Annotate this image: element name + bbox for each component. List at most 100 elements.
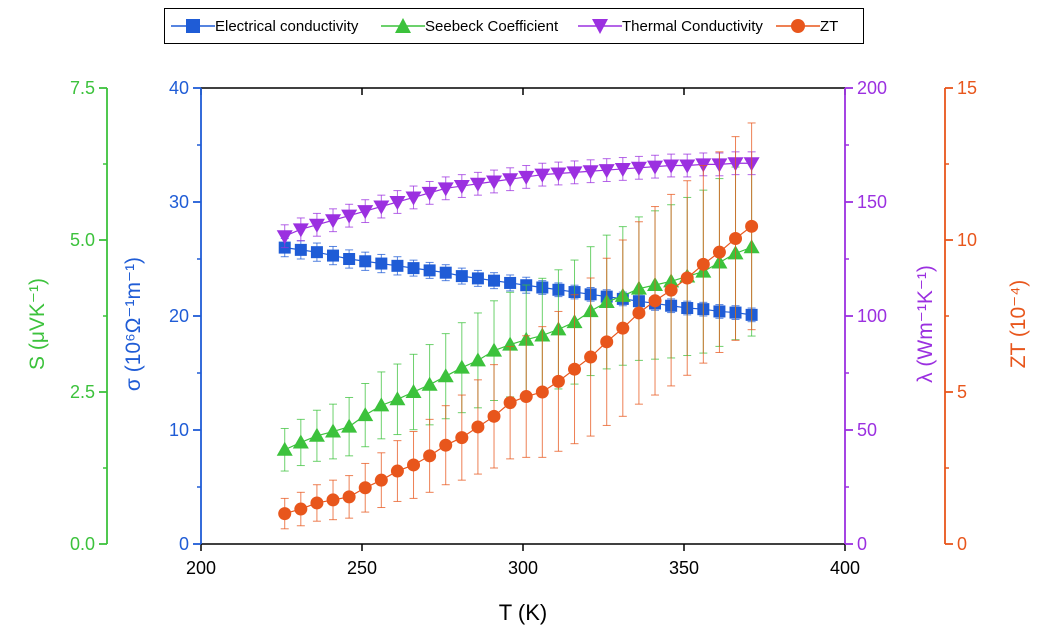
data-point-triangle-down [437, 182, 454, 197]
data-point-triangle-down [276, 230, 293, 245]
data-point-triangle-up [357, 407, 374, 422]
data-point-triangle-down [630, 161, 647, 176]
data-point-triangle-up [486, 342, 503, 357]
data-point-triangle-down [453, 180, 470, 195]
data-point-triangle-up [405, 384, 422, 398]
data-point-circle [455, 431, 469, 445]
data-point-circle [374, 473, 388, 487]
seebeck-axis-label: S (μVK⁻¹) [26, 278, 49, 370]
data-point-circle [342, 490, 356, 504]
data-point-triangle-down [647, 160, 664, 175]
data-point-circle [745, 219, 759, 233]
legend-item-thermal-conductivity: Thermal Conductivity [578, 9, 763, 43]
legend: Electrical conductivity Seebeck Coeffici… [164, 8, 864, 44]
data-point-triangle-down [373, 200, 390, 215]
series-line [284, 225, 752, 515]
conductivity-axis-label: σ (10⁶Ω⁻¹m⁻¹) [122, 257, 145, 391]
data-point-triangle-up [453, 359, 470, 374]
data-point-circle [278, 507, 292, 521]
zt-axis: 0 5 10 15 ZT (10⁻⁴) [944, 78, 1030, 554]
legend-label: Thermal Conductivity [622, 17, 763, 35]
seebeck-axis-tick-label: 0.0 [70, 534, 95, 554]
conductivity-axis-tick-label: 40 [169, 78, 189, 98]
data-point-triangle-down [534, 168, 551, 183]
series-thermal-conductivity [276, 151, 760, 249]
conductivity-axis-tick-label: 20 [169, 306, 189, 326]
data-point-triangle-down [663, 159, 680, 174]
zt-axis-tick-label: 10 [957, 230, 977, 250]
data-point-circle [584, 350, 598, 364]
data-point-triangle-up [308, 427, 325, 442]
data-point-circle [519, 390, 533, 404]
conductivity-axis-tick-label: 10 [169, 420, 189, 440]
data-point-circle [503, 396, 517, 410]
data-point-circle [664, 283, 678, 297]
data-point-square [439, 266, 452, 279]
data-point-square [407, 262, 420, 275]
data-point-triangle-down [405, 191, 422, 206]
legend-marker-square [171, 19, 215, 33]
series-line [284, 162, 752, 237]
thermal-conductivity-axis-tick-label: 0 [857, 534, 867, 554]
data-point-circle [326, 493, 340, 507]
data-point-circle [487, 409, 501, 423]
legend-marker-triangle-up [381, 18, 425, 33]
data-point-circle [616, 321, 630, 335]
data-point-triangle-down [518, 170, 535, 185]
thermal-conductivity-axis-tick-label: 150 [857, 192, 887, 212]
legend-label: Electrical conductivity [215, 17, 359, 35]
data-point-triangle-down [582, 165, 599, 180]
data-point-square [488, 274, 501, 287]
conductivity-axis: 0 10 20 30 40 σ (10⁶Ω⁻¹m⁻¹) [122, 78, 202, 554]
zt-axis-tick-label: 5 [957, 382, 967, 402]
conductivity-axis-tick-label: 30 [169, 192, 189, 212]
conductivity-axis-tick-label: 0 [179, 534, 189, 554]
data-point-circle [600, 335, 614, 349]
data-point-circle [439, 438, 453, 452]
data-point-triangle-down [421, 186, 438, 201]
data-point-circle [680, 271, 694, 285]
data-point-triangle-down [614, 162, 631, 177]
data-point-triangle-up [389, 391, 406, 406]
data-point-circle [696, 257, 710, 271]
data-point-triangle-down [341, 209, 358, 224]
data-point-triangle-down [486, 175, 503, 190]
data-point-circle [729, 231, 743, 245]
data-point-triangle-down [292, 223, 309, 238]
data-point-circle [632, 306, 646, 320]
data-point-triangle-down [550, 167, 567, 182]
data-point-triangle-down [566, 166, 583, 181]
data-point-triangle-down [308, 218, 325, 233]
data-point-square [375, 257, 388, 270]
data-point-triangle-up [341, 418, 358, 433]
series-zt [278, 122, 759, 530]
legend-label: Seebeck Coefficient [425, 17, 559, 35]
data-point-circle [535, 385, 549, 399]
data-point-triangle-up [437, 368, 454, 383]
data-point-circle [358, 481, 372, 495]
data-point-square [310, 246, 323, 259]
x-tick-label: 350 [669, 558, 699, 578]
data-point-circle [294, 502, 308, 516]
thermal-conductivity-axis-tick-label: 100 [857, 306, 887, 326]
series-layer [276, 122, 760, 530]
data-point-triangle-down [389, 196, 406, 210]
data-point-circle [551, 374, 565, 388]
x-tick-label: 400 [830, 558, 860, 578]
x-axis-label: T (K) [499, 600, 547, 625]
data-point-square [471, 272, 484, 285]
data-point-triangle-up [325, 423, 342, 438]
data-point-circle [390, 464, 404, 478]
legend-item-zt: ZT [776, 9, 838, 43]
legend-item-electrical-conductivity: Electrical conductivity [171, 9, 358, 43]
data-point-triangle-down [325, 214, 342, 229]
data-point-circle [310, 496, 324, 510]
data-point-triangle-up [373, 397, 390, 412]
x-tick-label: 300 [508, 558, 538, 578]
data-point-circle [648, 294, 662, 308]
seebeck-axis: 0.0 2.5 5.0 7.5 S (μVK⁻¹) [26, 78, 108, 554]
zt-axis-tick-label: 15 [957, 78, 977, 98]
data-point-triangle-down [679, 159, 696, 174]
